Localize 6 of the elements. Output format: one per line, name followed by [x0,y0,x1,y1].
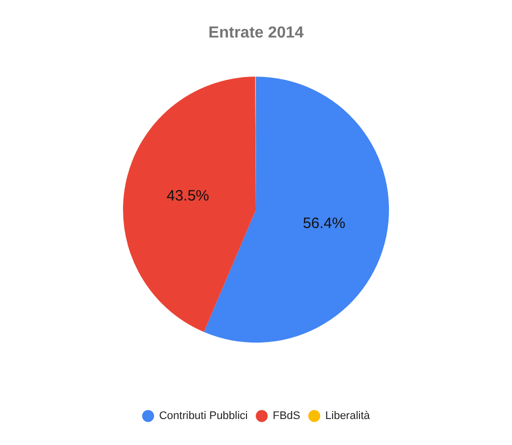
legend-label: Contributi Pubblici [159,410,248,422]
data-label: 43.5% [166,187,210,204]
legend-label: FBdS [272,410,300,422]
data-label: 56.4% [302,215,346,232]
legend-label: Liberalità [325,410,371,422]
chart-title: Entrate 2014 [208,24,304,42]
